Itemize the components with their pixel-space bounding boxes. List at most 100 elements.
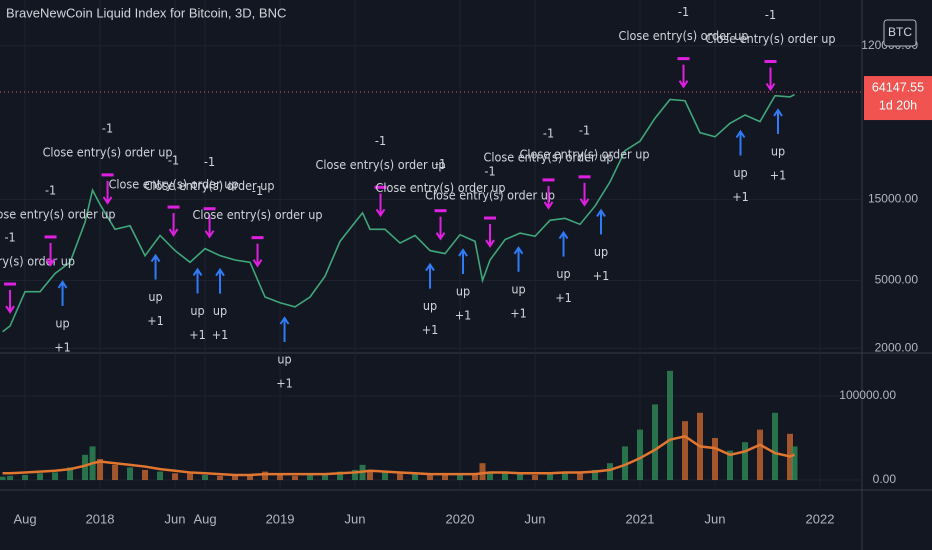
close-arrow-head [168, 228, 179, 237]
close-arrow-head [5, 305, 15, 314]
signal-label: up [456, 284, 470, 299]
signal-qty: -1 [252, 183, 263, 198]
entry-arrow-head [773, 108, 783, 117]
volume-bar [502, 472, 509, 480]
volume-bar [232, 475, 239, 480]
entry-arrow-head [57, 280, 68, 289]
signal-label: up [423, 298, 437, 313]
volume-bar [127, 467, 134, 480]
volume-bar [517, 474, 524, 480]
signal-label: up [556, 266, 570, 281]
price-line [2, 93, 795, 333]
volume-bar [157, 471, 164, 480]
volume-bar [322, 473, 329, 480]
x-tick-label: 2020 [446, 511, 475, 526]
y-tick-label: 5000.00 [875, 273, 919, 287]
signal-qty: +1 [770, 167, 787, 182]
signal-qty: +1 [147, 313, 164, 328]
volume-bar [592, 469, 599, 480]
last-price-label: 64147.55 [872, 80, 924, 94]
volume-bar [712, 438, 719, 480]
volume-bar [382, 471, 389, 480]
chart-title: BraveNewCoin Liquid Index for Bitcoin, 3… [6, 5, 286, 20]
volume-bar [742, 442, 749, 480]
signal-qty: -1 [204, 154, 215, 169]
countdown-label: 1d 20h [879, 98, 917, 112]
volume-bar [791, 446, 798, 480]
signal-label: Close entry(s) order up [193, 207, 323, 222]
x-tick-label: 2022 [806, 511, 835, 526]
signal-qty: -1 [102, 120, 113, 135]
volume-bar [0, 476, 6, 480]
signal-label: up [733, 165, 747, 180]
x-tick-label: 2018 [86, 511, 115, 526]
volume-bar [457, 474, 464, 480]
x-tick-label: Jun [165, 511, 186, 526]
plot [0, 93, 798, 480]
signal-label: up [190, 303, 204, 318]
volume-bar [202, 474, 209, 480]
volume-bar [772, 412, 779, 480]
volume-bar [757, 429, 764, 480]
entry-arrow-head [458, 248, 468, 257]
volume-bar [37, 473, 44, 480]
signal-qty: -1 [678, 4, 689, 19]
signal-qty: -1 [4, 230, 15, 245]
x-tick-label: 2019 [266, 511, 295, 526]
volume-bar [142, 469, 149, 480]
volume-bar [262, 471, 269, 480]
signal-qty: -1 [484, 164, 495, 179]
signal-qty: +1 [593, 268, 610, 283]
close-arrow-head [252, 259, 263, 268]
close-arrow-head [678, 80, 689, 89]
x-tick-label: Aug [13, 511, 36, 526]
signal-qty: +1 [555, 290, 572, 305]
volume-bar [247, 474, 254, 480]
entry-arrow-head [215, 267, 225, 277]
signal-label: Close entry(s) order up [706, 31, 836, 46]
signal-qty: +1 [276, 376, 293, 391]
last-price-box [864, 76, 932, 121]
y-tick-label: 100000.00 [839, 388, 896, 402]
signal-qty: +1 [189, 327, 206, 342]
volume-bar [352, 469, 359, 480]
volume-bar [397, 473, 404, 480]
volume-bar [652, 404, 659, 480]
volume-bar [187, 473, 194, 480]
signal-qty: -1 [375, 133, 386, 148]
volume-bar [217, 475, 224, 480]
signal-label: Close entry(s) order up [0, 254, 75, 269]
entry-arrow-head [513, 245, 524, 255]
signal-label: Close entry(s) order up [619, 28, 749, 43]
volume-bar [367, 469, 374, 480]
volume-bar [292, 475, 299, 480]
volume-bar [637, 429, 644, 480]
symbol-badge [883, 19, 917, 47]
volume-bar [22, 474, 29, 480]
volume-bar [667, 370, 674, 480]
volume-bar [487, 473, 494, 480]
volume-bar [532, 474, 539, 480]
volume-bar [427, 474, 434, 480]
symbol-label: BTC [888, 25, 912, 39]
signal-qty: -1 [543, 125, 554, 140]
y-tick-label: 0.00 [873, 472, 897, 486]
close-arrow-head [102, 196, 113, 205]
entry-arrow-head [192, 267, 203, 277]
close-arrow-head [204, 230, 215, 239]
signal-qty: -1 [45, 182, 56, 197]
signal-label: up [771, 143, 785, 158]
signal-label: Close entry(s) order up [109, 177, 239, 192]
volume-bar [52, 472, 59, 480]
volume-bar [472, 473, 479, 480]
signal-label: Close entry(s) order up [376, 180, 506, 195]
close-arrow-head [45, 258, 56, 267]
volume-bar [7, 475, 14, 480]
signal-label: up [277, 352, 291, 367]
volume-bar [97, 459, 104, 480]
volume-bar [412, 473, 419, 480]
entry-arrow-head [558, 230, 569, 240]
entry-arrow-head [425, 262, 435, 272]
signal-label: up [55, 315, 69, 330]
signal-qty: +1 [422, 322, 439, 337]
